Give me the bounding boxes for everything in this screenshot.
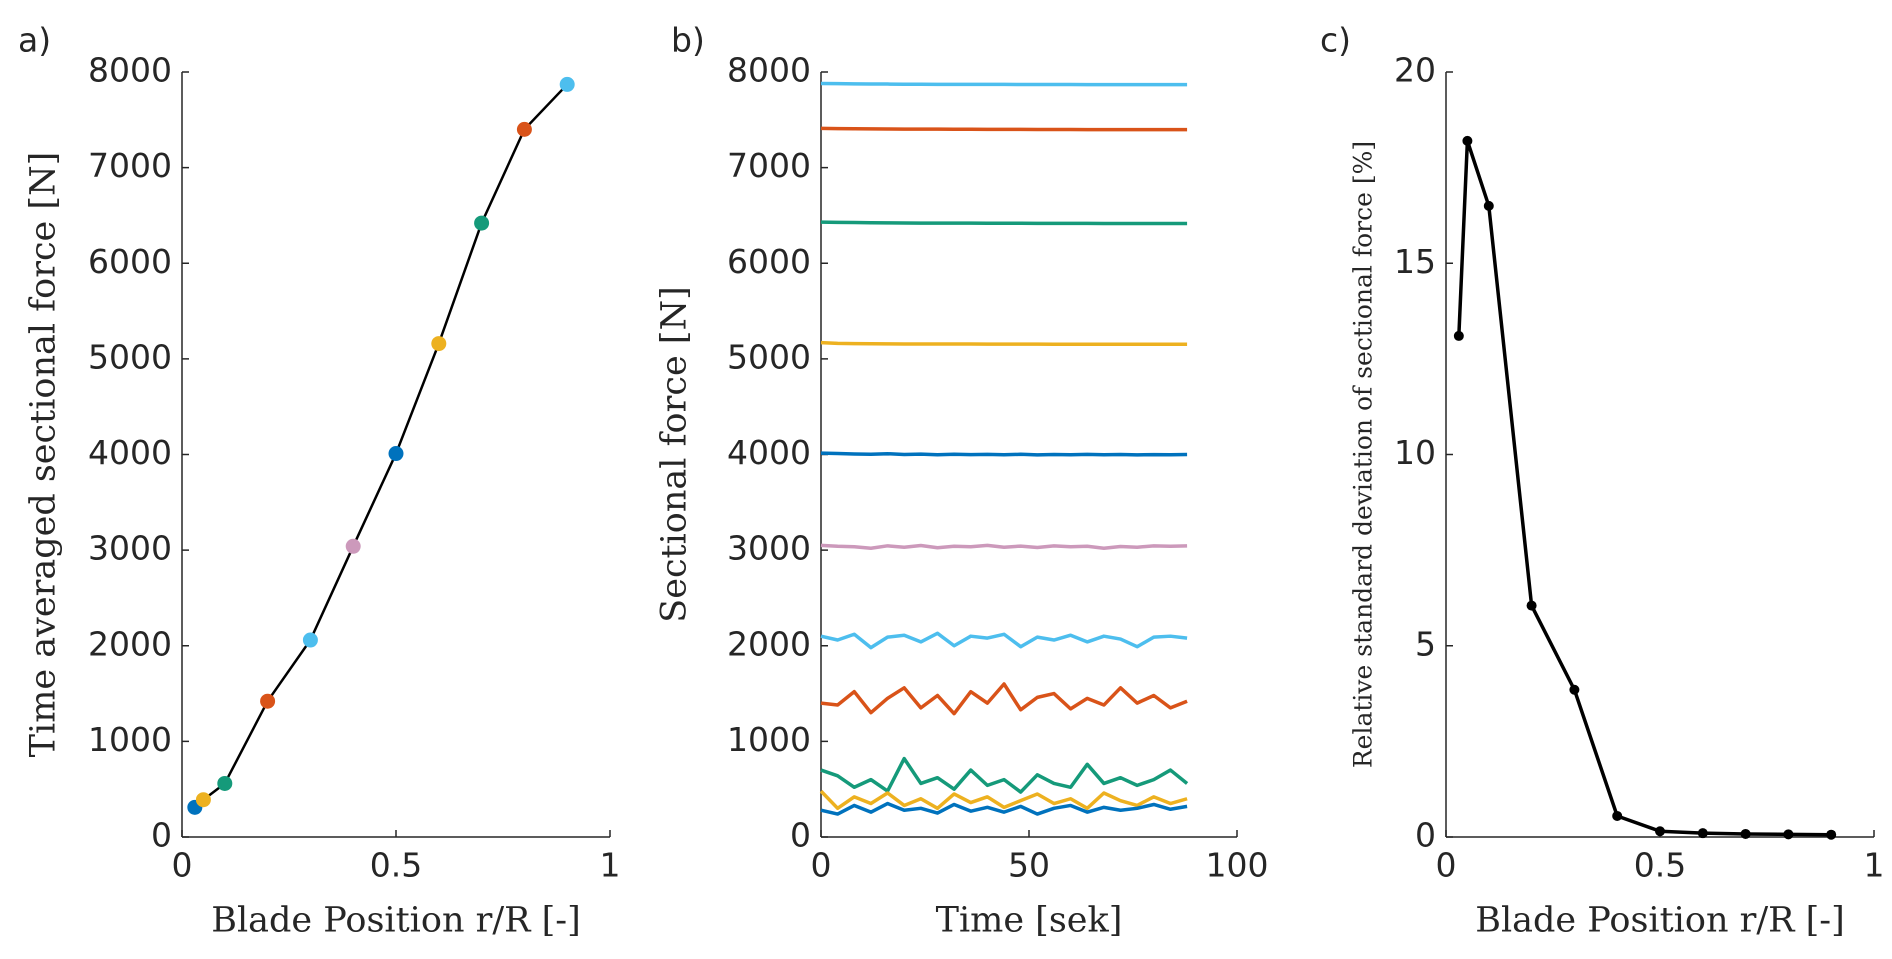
x-tick-label: 0.5 xyxy=(370,846,422,885)
data-point xyxy=(1453,330,1464,341)
y-tick-label: 0 xyxy=(1415,816,1436,855)
data-line xyxy=(820,126,1188,132)
data-point xyxy=(1462,135,1473,146)
y-tick-label: 0 xyxy=(151,816,172,855)
data-line xyxy=(820,220,1188,226)
data-point xyxy=(1740,828,1751,839)
data-point xyxy=(1826,829,1837,840)
data-point xyxy=(474,215,490,231)
y-tick-label: 2000 xyxy=(727,624,811,663)
data-line xyxy=(820,756,1189,794)
data-line xyxy=(820,682,1188,716)
y-tick-label: 3000 xyxy=(727,529,811,568)
y-tick-label: 7000 xyxy=(88,146,172,185)
y-tick-label: 6000 xyxy=(88,242,172,281)
data-point xyxy=(345,538,361,554)
y-tick-label: 4000 xyxy=(727,433,811,472)
data-point xyxy=(260,693,276,709)
x-tick-label: 1 xyxy=(1864,846,1885,885)
y-tick-label: 10 xyxy=(1394,433,1436,472)
data-point xyxy=(302,632,318,648)
data-line xyxy=(1457,139,1832,837)
panel-label: a) xyxy=(18,21,51,60)
y-tick-label: 8000 xyxy=(88,51,172,90)
data-point xyxy=(1783,829,1794,840)
data-line xyxy=(820,543,1188,550)
y-tick-label: 2000 xyxy=(88,624,172,663)
y-tick-label: 4000 xyxy=(88,433,172,472)
y-tick-label: 7000 xyxy=(727,146,811,185)
data-point xyxy=(217,775,233,791)
data-point xyxy=(516,121,532,137)
panel-label: c) xyxy=(1320,21,1351,60)
data-line xyxy=(820,340,1188,346)
y-tick-label: 0 xyxy=(790,816,811,855)
x-axis-label: Blade Position r/R [-] xyxy=(1475,901,1845,941)
data-point xyxy=(1655,826,1665,837)
data-point xyxy=(559,76,575,92)
y-tick-label: 1000 xyxy=(727,720,811,759)
data-line xyxy=(820,81,1188,87)
data-line xyxy=(820,801,1188,816)
y-axis-label: Sectional force [N] xyxy=(655,286,695,622)
x-tick-label: 1 xyxy=(600,846,621,885)
y-tick-label: 15 xyxy=(1394,242,1436,281)
y-tick-label: 3000 xyxy=(88,529,172,568)
data-point xyxy=(1612,810,1623,821)
y-axis-label: Relative standard deviation of sectional… xyxy=(1349,141,1378,768)
x-tick-label: 0.5 xyxy=(1634,846,1686,885)
data-point xyxy=(431,336,447,352)
y-tick-label: 6000 xyxy=(727,242,811,281)
y-tick-label: 5 xyxy=(1415,624,1436,663)
data-line xyxy=(819,789,1188,811)
data-point xyxy=(1569,684,1580,695)
y-tick-label: 1000 xyxy=(88,720,172,759)
data-point xyxy=(1697,828,1708,839)
y-tick-label: 5000 xyxy=(727,337,811,376)
x-tick-label: 0 xyxy=(1436,846,1457,885)
data-line xyxy=(820,631,1188,650)
panel-label: b) xyxy=(671,21,705,60)
x-axis-label: Blade Position r/R [-] xyxy=(211,901,581,941)
x-axis-label: Time [sek] xyxy=(936,901,1123,941)
data-point xyxy=(195,792,211,808)
data-point xyxy=(388,446,404,462)
y-axis-label: Time averaged sectional force [N] xyxy=(24,152,64,758)
data-point xyxy=(1526,600,1537,611)
y-tick-label: 20 xyxy=(1394,51,1436,90)
y-tick-label: 8000 xyxy=(727,51,811,90)
x-tick-label: 0 xyxy=(811,846,832,885)
x-tick-label: 0 xyxy=(172,846,193,885)
data-line xyxy=(820,451,1188,457)
x-tick-label: 100 xyxy=(1206,846,1269,885)
data-line xyxy=(194,83,569,809)
data-point xyxy=(1483,200,1494,211)
y-tick-label: 5000 xyxy=(88,337,172,376)
x-tick-label: 50 xyxy=(1008,846,1050,885)
